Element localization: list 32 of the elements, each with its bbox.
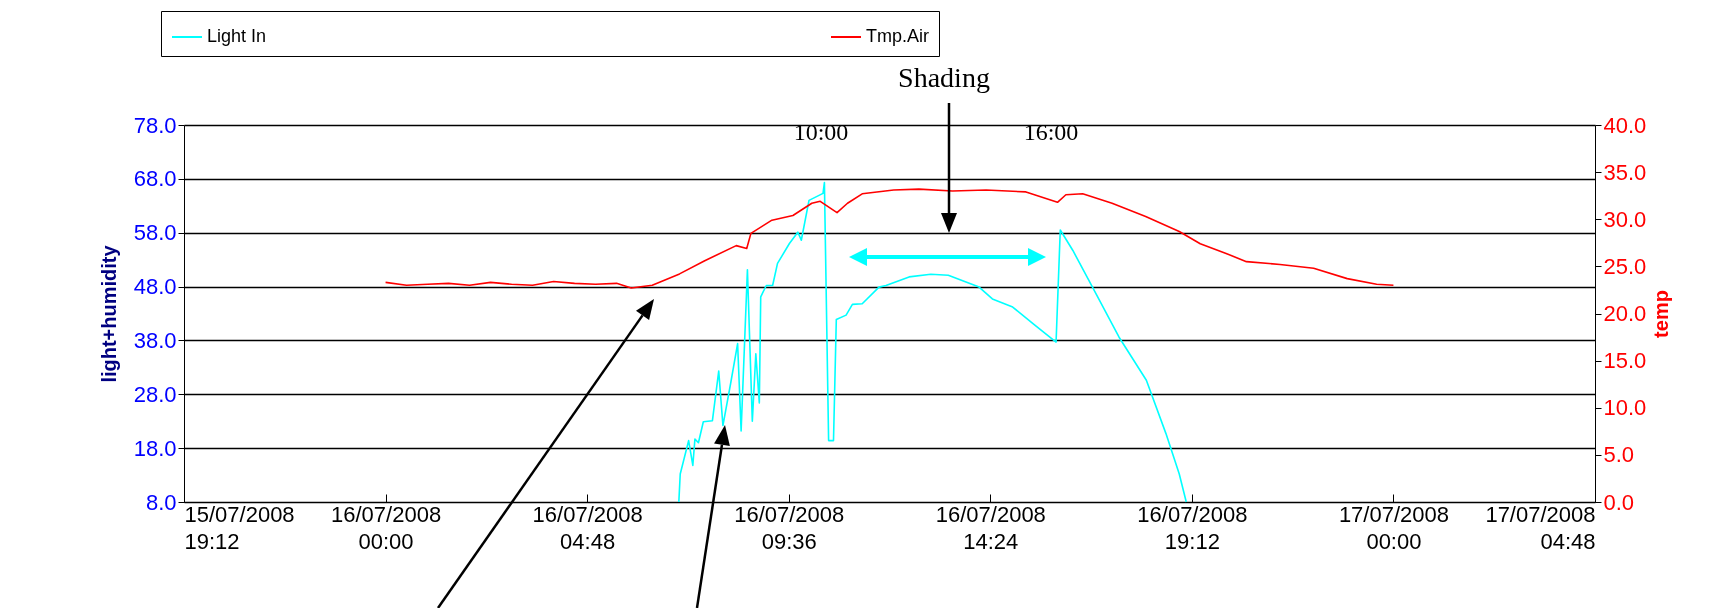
y2-tick-label: 15.0 [1603, 348, 1647, 374]
y2-tick-label: 40.0 [1603, 112, 1647, 138]
x-tick-label: 16/07/2008 09:36 [734, 501, 845, 554]
y2-tick-label: 30.0 [1603, 206, 1647, 232]
y-tick-label: 28.0 [133, 381, 177, 407]
x-tick-label: 17/07/2008 00:00 [1338, 501, 1449, 554]
y2-tick-label: 5.0 [1603, 442, 1635, 468]
y-tick-label: 8.0 [145, 489, 177, 515]
line-series [678, 181, 1188, 503]
x-tick-label: 16/07/2008 19:12 [1137, 501, 1248, 554]
legend-label: Tmp.Air [866, 26, 930, 46]
text: Shading [898, 62, 990, 93]
y2-tick-label: 0.0 [1603, 489, 1635, 515]
line-series [384, 188, 1395, 289]
y2-tick-label: 20.0 [1603, 301, 1647, 326]
y-tick-label: 38.0 [133, 327, 177, 353]
y2-tick-label: 25.0 [1603, 253, 1647, 279]
y-tick-label: 68.0 [133, 166, 177, 192]
y-tick-label: 58.0 [133, 220, 177, 246]
y-axis-title: light+humidity [97, 244, 120, 383]
y-tick-label: 78.0 [133, 112, 177, 138]
x-tick-label: 17/07/2008 04:48 [1485, 501, 1596, 554]
x-tick-label: 16/07/2008 00:00 [331, 501, 442, 554]
x-tick-label: 16/07/2008 04:48 [532, 501, 643, 554]
y2-tick-label: 10.0 [1603, 395, 1647, 421]
y2-tick-label: 35.0 [1603, 159, 1647, 185]
y-tick-label: 48.0 [133, 274, 177, 300]
y-tick-label: 18.0 [133, 435, 177, 461]
x-tick-label: 15/07/2008 19:12 [184, 501, 295, 554]
x-tick-label: 16/07/2008 14:24 [935, 501, 1046, 554]
legend-label: Light In [207, 26, 267, 46]
y2-axis-title: temp [1650, 290, 1673, 338]
